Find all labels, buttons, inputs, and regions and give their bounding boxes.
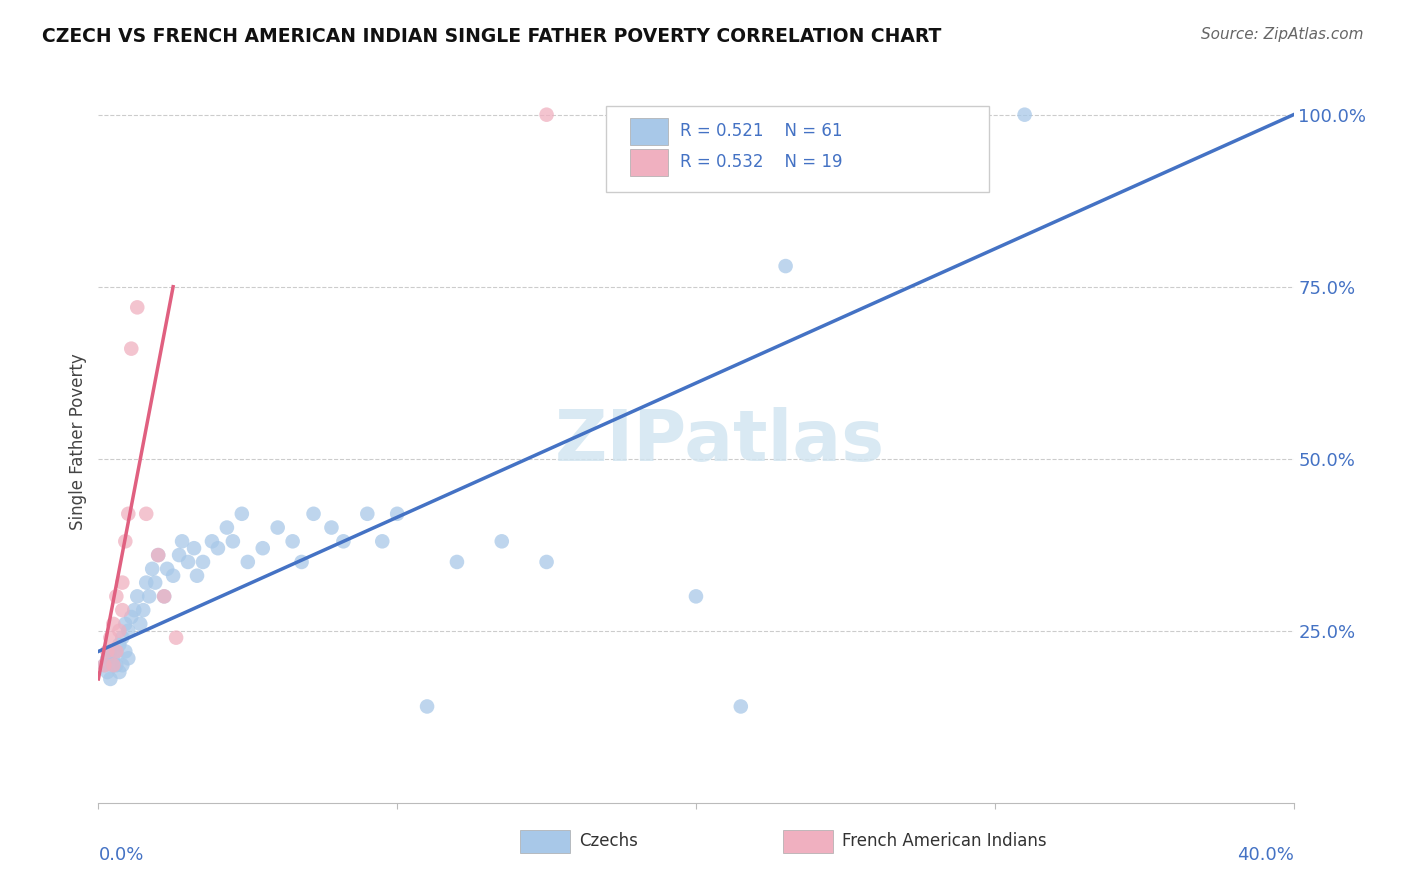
FancyBboxPatch shape <box>520 830 571 853</box>
Point <box>103 658 125 673</box>
Point <box>231 507 253 521</box>
Point <box>114 644 136 658</box>
Point <box>105 590 128 604</box>
Text: Czechs: Czechs <box>579 832 638 850</box>
Point <box>93 658 115 673</box>
Point <box>536 108 558 122</box>
Point <box>207 541 229 556</box>
Point <box>291 555 314 569</box>
Text: ZIPatlas: ZIPatlas <box>555 407 884 476</box>
Point <box>103 658 125 673</box>
Point <box>105 644 128 658</box>
Point <box>162 568 184 582</box>
Point <box>111 603 134 617</box>
Point <box>132 603 155 617</box>
Point <box>96 644 118 658</box>
Point <box>321 520 343 534</box>
Text: 40.0%: 40.0% <box>1237 847 1294 864</box>
Point <box>148 548 170 562</box>
Point <box>148 548 170 562</box>
Point <box>281 534 304 549</box>
Point <box>1014 108 1036 122</box>
Point <box>138 590 160 604</box>
Point <box>129 616 152 631</box>
Point <box>153 590 176 604</box>
Text: CZECH VS FRENCH AMERICAN INDIAN SINGLE FATHER POVERTY CORRELATION CHART: CZECH VS FRENCH AMERICAN INDIAN SINGLE F… <box>42 27 942 45</box>
Point <box>730 699 752 714</box>
Point <box>177 555 200 569</box>
Point <box>222 534 245 549</box>
Point <box>135 507 157 521</box>
Y-axis label: Single Father Poverty: Single Father Poverty <box>69 353 87 530</box>
Point <box>114 534 136 549</box>
Point <box>165 631 187 645</box>
Point <box>135 575 157 590</box>
Point <box>536 555 558 569</box>
Point <box>491 534 513 549</box>
Point <box>98 672 122 686</box>
Point <box>172 534 194 549</box>
Point <box>111 658 134 673</box>
Point <box>93 658 115 673</box>
Point <box>183 541 205 556</box>
Point <box>775 259 797 273</box>
Point <box>114 616 136 631</box>
Point <box>117 651 139 665</box>
Point <box>108 638 131 652</box>
Point <box>167 548 190 562</box>
Point <box>252 541 274 556</box>
Point <box>96 665 118 679</box>
Text: 0.0%: 0.0% <box>98 847 143 864</box>
Point <box>111 575 134 590</box>
Point <box>105 658 128 673</box>
Point <box>236 555 259 569</box>
Text: Source: ZipAtlas.com: Source: ZipAtlas.com <box>1201 27 1364 42</box>
Point <box>156 562 179 576</box>
FancyBboxPatch shape <box>606 105 988 193</box>
Point <box>103 616 125 631</box>
Point <box>267 520 290 534</box>
Point <box>143 575 166 590</box>
Point <box>111 631 134 645</box>
Text: R = 0.532    N = 19: R = 0.532 N = 19 <box>681 153 844 171</box>
Point <box>141 562 163 576</box>
Point <box>108 624 131 638</box>
Point <box>385 507 409 521</box>
Text: R = 0.521    N = 61: R = 0.521 N = 61 <box>681 122 844 140</box>
Point <box>685 590 707 604</box>
Point <box>120 610 142 624</box>
Point <box>356 507 378 521</box>
Point <box>127 301 149 315</box>
FancyBboxPatch shape <box>630 118 668 145</box>
FancyBboxPatch shape <box>783 830 834 853</box>
Point <box>98 631 122 645</box>
Text: French American Indians: French American Indians <box>842 832 1046 850</box>
Point <box>120 342 142 356</box>
Point <box>446 555 468 569</box>
Point <box>416 699 439 714</box>
Point <box>108 665 131 679</box>
Point <box>302 507 325 521</box>
FancyBboxPatch shape <box>630 149 668 176</box>
Point <box>215 520 238 534</box>
Point <box>117 507 139 521</box>
Point <box>105 644 128 658</box>
Point <box>332 534 354 549</box>
Point <box>153 590 176 604</box>
Point <box>127 590 149 604</box>
Point <box>103 651 125 665</box>
Point <box>186 568 208 582</box>
Point <box>96 651 118 665</box>
Point <box>191 555 214 569</box>
Point <box>371 534 394 549</box>
Point <box>117 624 139 638</box>
Point <box>201 534 224 549</box>
Point <box>98 644 122 658</box>
Point <box>103 644 125 658</box>
Point <box>124 603 146 617</box>
